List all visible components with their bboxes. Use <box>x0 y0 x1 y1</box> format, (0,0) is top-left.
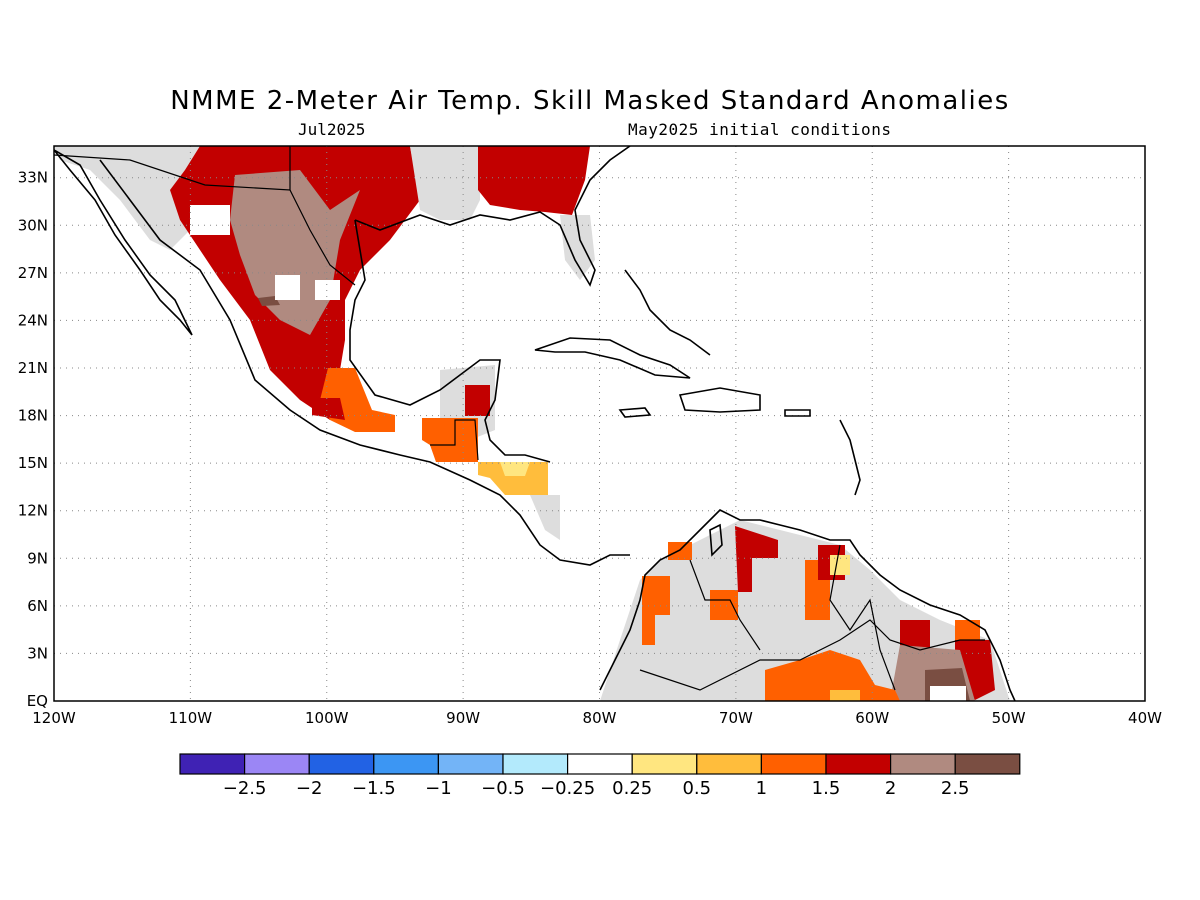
anomaly-region-yucatan-red <box>465 385 490 416</box>
colorbar-swatch <box>308 753 375 775</box>
colorbar-label: −1 <box>425 778 452 799</box>
colorbar-label: 1.5 <box>812 778 841 799</box>
colorbar-swatch <box>244 753 310 775</box>
border-colombia-venezuela <box>689 559 761 651</box>
colorbar-labels: −2.5 −2 −1.5 −1 −0.5 −0.25 0.25 0.5 1 1.5 2 2.5 <box>223 778 970 799</box>
neutral-hole <box>190 205 230 235</box>
lon-label: 50W <box>992 709 1026 727</box>
colorbar <box>179 753 1021 775</box>
coast-cuba <box>534 337 691 379</box>
colorbar-label: 1 <box>756 778 767 799</box>
coast-gulf-north <box>354 146 631 287</box>
lon-label: 90W <box>446 709 480 727</box>
anomaly-region-southern-mexico-red <box>312 398 345 420</box>
coast-baja <box>54 149 193 336</box>
lat-label: 12N <box>18 502 48 520</box>
lon-label: 120W <box>32 709 76 727</box>
colorbar-label: −0.5 <box>481 778 525 799</box>
coast-south-america <box>599 509 1016 701</box>
plot-frame <box>53 145 1146 702</box>
colorbar-label: 2.5 <box>941 778 970 799</box>
colorbar-label: −2.5 <box>223 778 267 799</box>
lat-label: 33N <box>18 169 48 187</box>
border-us-mexico <box>54 146 291 191</box>
lat-label: 27N <box>18 264 48 282</box>
border-brazil <box>639 619 985 691</box>
neutral-hole <box>315 280 340 300</box>
anomaly-shading <box>54 146 1010 701</box>
lat-label: 18N <box>18 407 48 425</box>
colorbar-swatch <box>696 753 762 775</box>
coast-gulf <box>349 219 551 463</box>
colorbar-label: 0.5 <box>682 778 711 799</box>
lat-label: 6N <box>27 597 48 615</box>
colorbar-label: 2 <box>885 778 896 799</box>
lon-label: 100W <box>305 709 349 727</box>
colorbar-label: 0.25 <box>612 778 652 799</box>
anomaly-region-venezuela <box>710 590 738 620</box>
lon-label: 110W <box>169 709 213 727</box>
initial-conditions: May2025 initial conditions <box>628 120 892 139</box>
border-rio-grande <box>289 189 356 286</box>
masked-region-us <box>410 146 480 220</box>
colorbar-swatch <box>760 753 827 775</box>
colorbar-swatch <box>631 753 698 775</box>
lat-label: 9N <box>27 549 48 567</box>
lon-label: 60W <box>855 709 889 727</box>
colorbar-swatch <box>566 753 633 775</box>
target-month: Jul2025 <box>298 120 366 139</box>
map-title: NMME 2-Meter Air Temp. Skill Masked Stan… <box>170 86 1010 116</box>
coast-mexico-pacific <box>99 159 630 566</box>
lon-label: 40W <box>1128 709 1162 727</box>
anomaly-region-colombia <box>642 576 670 645</box>
latitude-labels: 33N 30N 27N 24N 21N 18N 15N 12N 9N 6N 3N EQ <box>18 169 48 710</box>
colorbar-swatch <box>179 753 246 775</box>
border-guatemala <box>430 419 479 461</box>
anomaly-region-venezuela-red <box>735 526 778 592</box>
coast-puerto-rico <box>784 409 811 417</box>
anomaly-region-amazon-yellow <box>830 690 860 701</box>
colorbar-swatch <box>502 753 569 775</box>
lon-label: 70W <box>719 709 753 727</box>
anomaly-region-amazon <box>765 650 900 701</box>
lat-label: EQ <box>27 692 48 710</box>
coast-maracaibo <box>709 523 723 557</box>
anomaly-region-dark <box>258 296 280 306</box>
lat-label: 3N <box>27 644 48 662</box>
colorbar-swatch <box>825 753 892 775</box>
lat-label: 15N <box>18 454 48 472</box>
anomaly-region-honduras-light <box>500 462 530 476</box>
border-guyana <box>829 544 896 691</box>
colorbar-swatch <box>373 753 439 775</box>
lon-label: 80W <box>583 709 617 727</box>
anomaly-region-honduras <box>478 462 548 495</box>
anomaly-region-colombia-north <box>668 542 692 560</box>
anomaly-region-southeast-us <box>478 146 590 215</box>
colorbar-label: −0.25 <box>540 778 595 799</box>
lat-label: 21N <box>18 359 48 377</box>
coastlines <box>54 146 1016 701</box>
country-borders <box>54 146 985 691</box>
coast-hispaniola <box>678 387 761 413</box>
neutral-hole <box>275 275 300 300</box>
coast-jamaica <box>618 407 652 418</box>
neutral-hole <box>930 686 966 701</box>
anomaly-region-suriname-red <box>900 620 930 650</box>
coast-antilles <box>839 419 861 496</box>
longitude-labels: 120W 110W 100W 90W 80W 70W 60W 50W 40W <box>32 709 1162 727</box>
lat-label: 30N <box>18 216 48 234</box>
colorbar-label: −2 <box>296 778 323 799</box>
masked-region-florida <box>560 215 595 280</box>
colorbar-swatch <box>954 753 1021 775</box>
coast-bahamas <box>624 269 711 356</box>
anomaly-region-guatemala <box>422 418 478 462</box>
colorbar-label: −1.5 <box>352 778 396 799</box>
colorbar-swatch <box>889 753 956 775</box>
colorbar-swatch <box>437 753 504 775</box>
lat-label: 24N <box>18 311 48 329</box>
masked-region-central-america <box>530 495 560 540</box>
